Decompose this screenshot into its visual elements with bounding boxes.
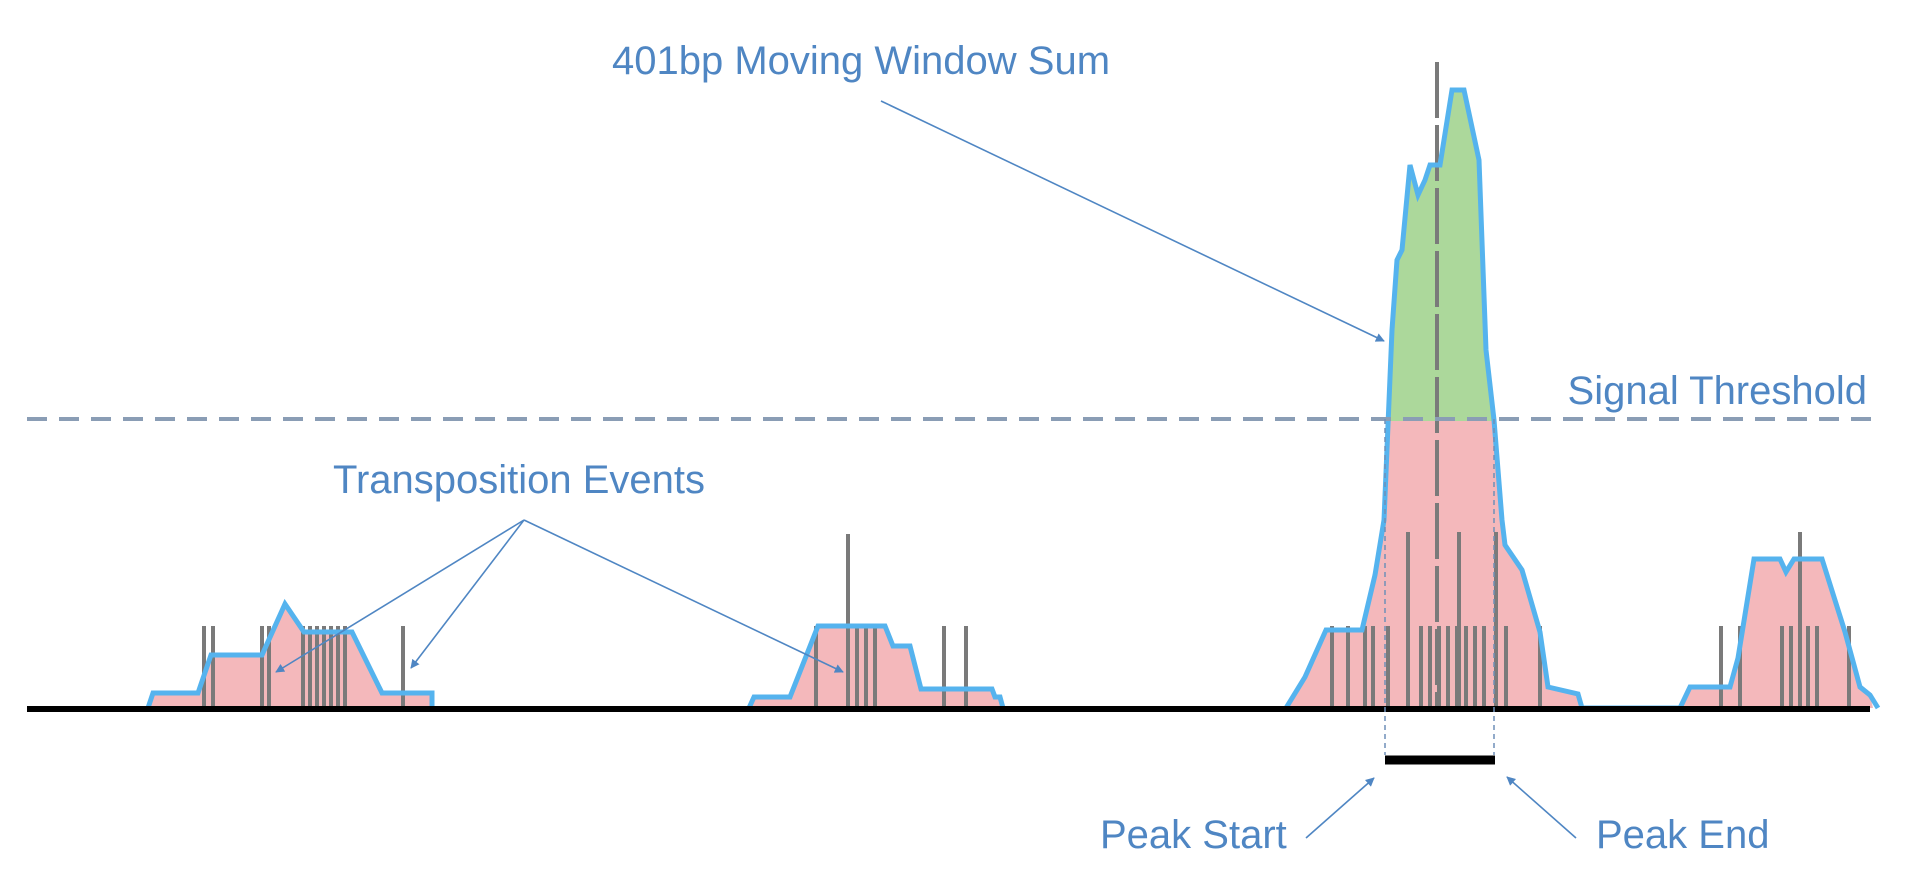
window-sum-arrow [880,100,1385,342]
moving-window-sum-outline [145,87,1881,711]
peak-start-arrow [1305,777,1375,839]
event-cluster-2 [814,534,968,708]
transposition-arrow-1 [275,519,525,673]
transposition-arrow-3 [523,519,844,673]
annotation-arrows [275,100,1577,839]
event-cluster-1 [202,626,405,708]
signal-fill-above-threshold [1388,90,1494,421]
transposition-events-label: Transposition Events [333,458,705,502]
transposition-arrow-2 [410,519,525,669]
peak-end-label: Peak End [1596,813,1769,857]
peak-end-arrow [1506,776,1577,839]
peak-start-label: Peak Start [1100,813,1287,857]
event-cluster-3 [1330,62,1542,708]
moving-window-sum-label: 401bp Moving Window Sum [612,39,1110,83]
signal-threshold-label: Signal Threshold [1568,369,1867,413]
